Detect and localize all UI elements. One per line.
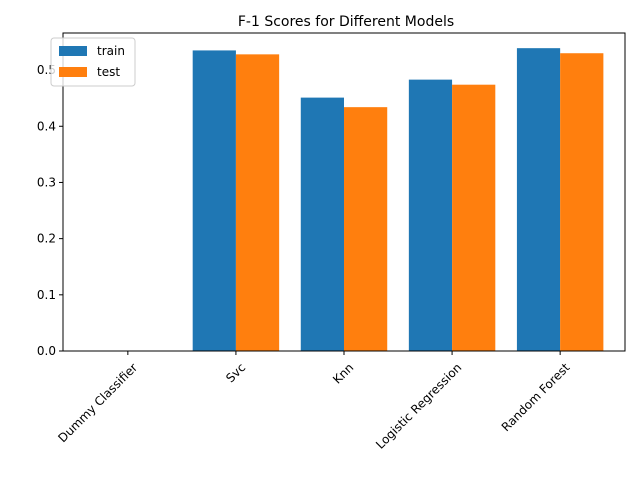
y-tick-label: 0.2 (37, 232, 56, 246)
legend-swatch-train (59, 46, 87, 56)
bar-train-knn (300, 97, 344, 351)
y-tick-label: 0.4 (37, 119, 56, 133)
legend: train test (50, 37, 136, 87)
legend-label-test: test (97, 65, 120, 79)
legend-swatch-test (59, 67, 87, 77)
bar-test-random-forest (560, 53, 604, 351)
y-tick-label: 0.3 (37, 175, 56, 189)
bar-train-random-forest (516, 48, 561, 352)
legend-label-train: train (97, 44, 125, 58)
bar-test-svc (235, 54, 280, 351)
bar-train-logistic-regression (408, 79, 453, 351)
chart-title: F-1 Scores for Different Models (238, 14, 454, 30)
bar-test-logistic-regression (452, 84, 496, 351)
y-tick-label: 0.1 (37, 288, 56, 302)
y-tick-label: 0.0 (37, 344, 56, 358)
plot-area (62, 32, 626, 352)
bar-test-knn (344, 107, 388, 351)
bar-train-svc (192, 50, 236, 352)
